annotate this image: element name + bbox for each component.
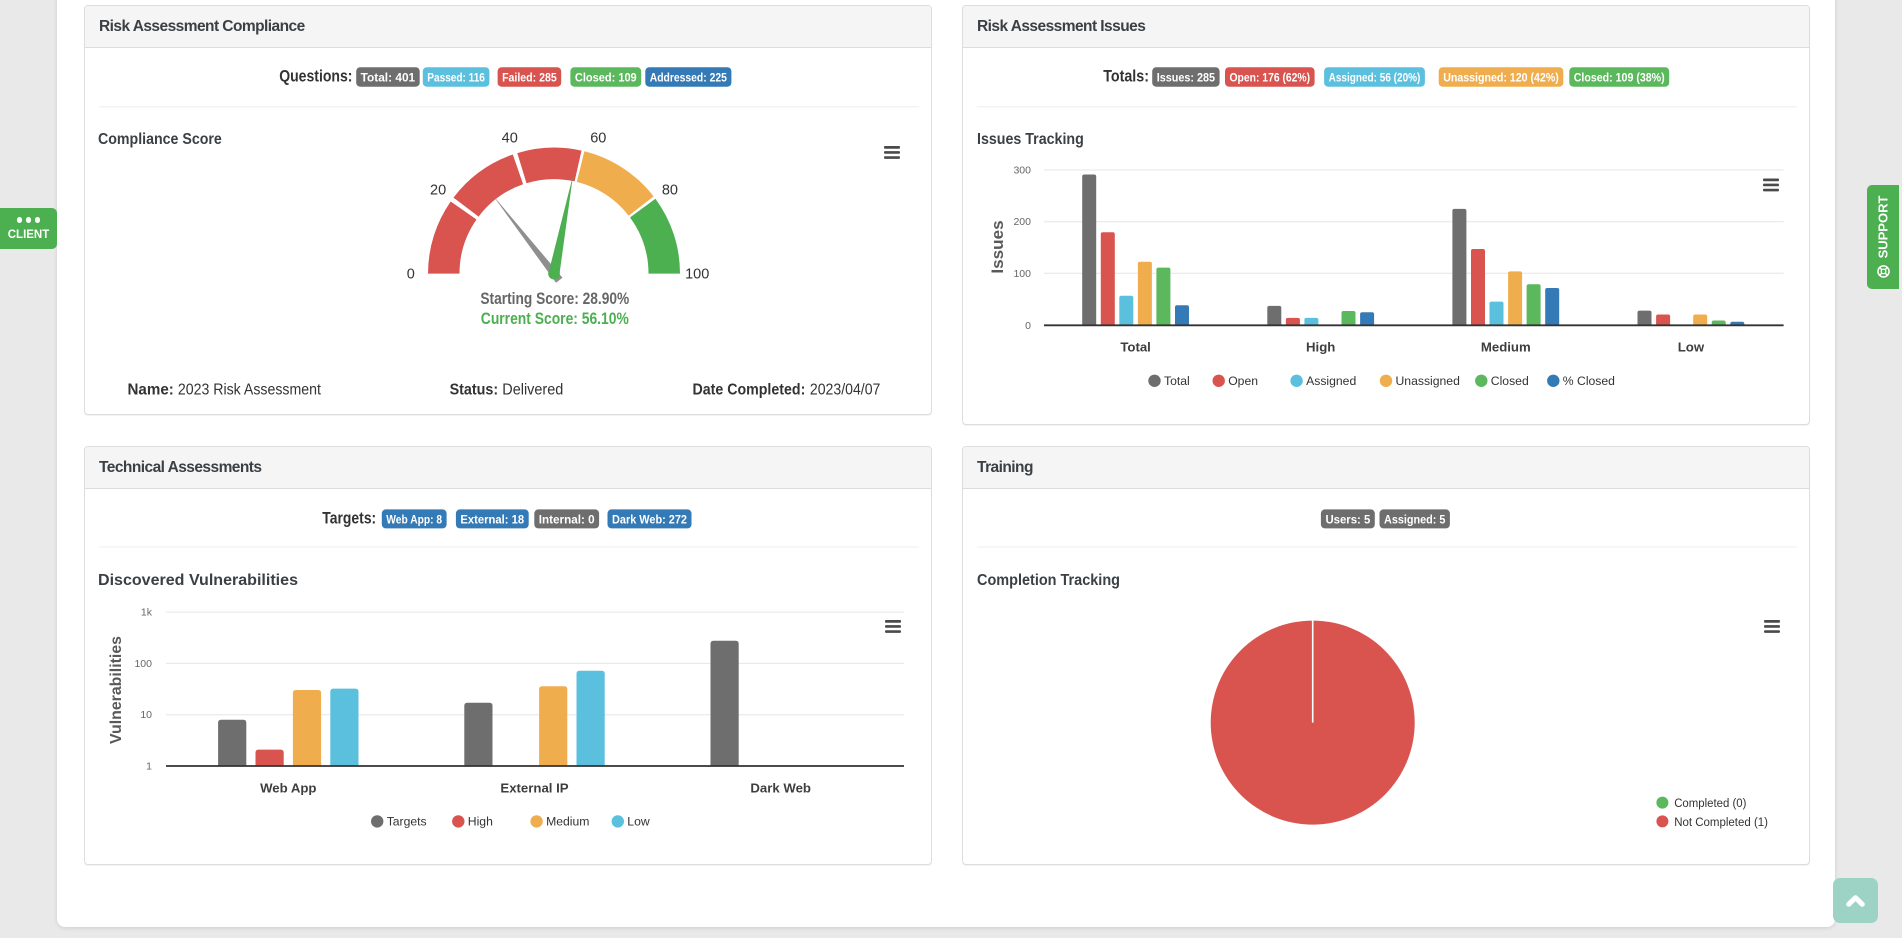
svg-text:Compliance Score: Compliance Score — [98, 131, 222, 148]
svg-text:High: High — [468, 815, 493, 829]
svg-text:Passed: 116: Passed: 116 — [427, 70, 485, 84]
svg-text:0: 0 — [1025, 320, 1031, 332]
svg-text:Dark Web: 272: Dark Web: 272 — [612, 512, 687, 526]
svg-text:40: 40 — [502, 130, 518, 146]
svg-text:Targets: Targets — [387, 815, 427, 829]
svg-text:Assigned: 5: Assigned: 5 — [1384, 512, 1445, 526]
svg-text:Users: 5: Users: 5 — [1325, 512, 1370, 526]
svg-text:Status:: Status: — [450, 381, 499, 398]
svg-text:Low: Low — [627, 815, 650, 829]
svg-text:Unassigned: Unassigned — [1396, 374, 1460, 388]
svg-text:Medium: Medium — [546, 815, 589, 829]
svg-text:Vulnerabilities: Vulnerabilities — [108, 636, 125, 744]
svg-text:Internal: 0: Internal: 0 — [539, 512, 595, 526]
svg-text:Completion Tracking: Completion Tracking — [977, 572, 1120, 589]
svg-text:Total: Total — [1164, 374, 1190, 388]
svg-text:Total: Total — [1120, 340, 1151, 355]
svg-text:Issues: Issues — [988, 220, 1007, 273]
svg-text:100: 100 — [1013, 268, 1031, 280]
svg-text:External: 18: External: 18 — [460, 512, 524, 526]
svg-text:Dark Web: Dark Web — [750, 781, 811, 796]
svg-text:1: 1 — [146, 761, 152, 773]
svg-text:Current Score: 56.10%: Current Score: 56.10% — [481, 310, 629, 328]
svg-text:Low: Low — [1678, 340, 1705, 355]
svg-text:Closed: 109: Closed: 109 — [575, 70, 637, 84]
svg-text:Targets:: Targets: — [322, 510, 376, 528]
svg-text:2023 Risk Assessment: 2023 Risk Assessment — [178, 381, 322, 398]
svg-text:Closed: 109 (38%): Closed: 109 (38%) — [1574, 70, 1665, 84]
svg-text:Questions:: Questions: — [279, 68, 352, 86]
svg-text:Failed: 285: Failed: 285 — [502, 70, 557, 84]
svg-text:% Closed: % Closed — [1563, 374, 1615, 388]
svg-text:Web App: 8: Web App: 8 — [386, 512, 442, 526]
svg-text:0: 0 — [407, 267, 415, 283]
svg-text:2023/04/07: 2023/04/07 — [810, 381, 881, 398]
svg-text:Delivered: Delivered — [502, 381, 563, 398]
svg-text:External IP: External IP — [500, 781, 568, 796]
svg-text:Total: 401: Total: 401 — [361, 70, 416, 84]
svg-text:Issues: 285: Issues: 285 — [1157, 70, 1215, 84]
svg-text:Closed: Closed — [1491, 374, 1529, 388]
svg-text:Discovered Vulnerabilities: Discovered Vulnerabilities — [98, 572, 298, 589]
svg-text:60: 60 — [590, 130, 606, 146]
svg-text:1k: 1k — [141, 607, 153, 619]
svg-text:Name:: Name: — [128, 381, 174, 398]
svg-text:300: 300 — [1013, 165, 1031, 177]
svg-text:Starting Score: 28.90%: Starting Score: 28.90% — [480, 290, 629, 308]
svg-text:Completed (0): Completed (0) — [1674, 796, 1746, 810]
svg-text:Issues Tracking: Issues Tracking — [977, 131, 1084, 148]
svg-text:Open: 176 (62%): Open: 176 (62%) — [1230, 70, 1311, 84]
svg-text:Unassigned: 120 (42%): Unassigned: 120 (42%) — [1443, 70, 1559, 84]
svg-text:Web App: Web App — [260, 781, 316, 796]
svg-text:200: 200 — [1013, 216, 1031, 228]
svg-text:20: 20 — [430, 182, 446, 198]
svg-text:10: 10 — [140, 709, 152, 721]
svg-text:100: 100 — [134, 658, 152, 670]
svg-text:100: 100 — [685, 267, 709, 283]
svg-text:Assigned: Assigned — [1306, 374, 1356, 388]
svg-text:Not Completed (1): Not Completed (1) — [1674, 815, 1768, 829]
svg-text:Open: Open — [1228, 374, 1258, 388]
svg-text:High: High — [1306, 340, 1335, 355]
svg-text:Date Completed:: Date Completed: — [693, 381, 806, 398]
svg-text:Medium: Medium — [1481, 340, 1531, 355]
svg-text:Totals:: Totals: — [1103, 68, 1149, 86]
svg-text:80: 80 — [662, 182, 678, 198]
svg-text:Addressed: 225: Addressed: 225 — [650, 70, 727, 84]
svg-text:Assigned: 56 (20%): Assigned: 56 (20%) — [1329, 70, 1421, 84]
